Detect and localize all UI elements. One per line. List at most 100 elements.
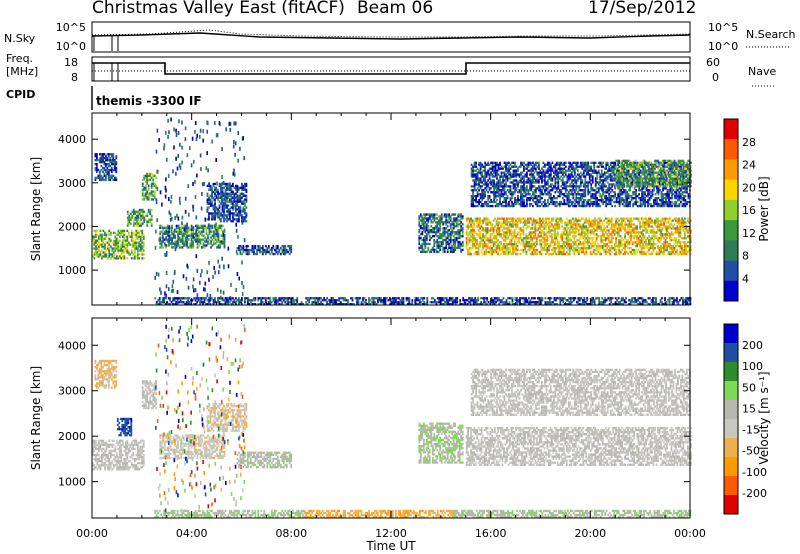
- data-cell: [555, 247, 558, 250]
- data-cell: [147, 178, 150, 181]
- data-cell: [532, 179, 534, 182]
- data-cell: [419, 246, 422, 249]
- data-cell: [256, 248, 258, 252]
- data-cell: [458, 235, 461, 238]
- data-cell: [608, 200, 611, 204]
- data-cell: [130, 229, 133, 232]
- data-cell: [561, 187, 564, 190]
- data-cell: [548, 217, 550, 220]
- data-cell: [162, 238, 165, 241]
- data-cell: [451, 238, 454, 242]
- data-cell: [471, 237, 474, 240]
- data-cell: [576, 202, 579, 206]
- data-cell: [509, 225, 511, 228]
- data-cell: [567, 204, 570, 208]
- data-cell: [221, 208, 224, 211]
- data-cell: [129, 243, 132, 246]
- data-cell: [264, 248, 267, 252]
- data-cell: [199, 230, 202, 233]
- data-cell: [187, 228, 190, 231]
- data-cell: [614, 179, 617, 182]
- data-cell: [476, 200, 479, 204]
- data-cell: [480, 250, 483, 254]
- data-cell: [479, 217, 481, 220]
- data-cell: [104, 245, 106, 248]
- data-cell: [219, 240, 221, 243]
- data-cell: [421, 244, 424, 248]
- data-cell: [588, 223, 591, 226]
- data-cell: [424, 227, 427, 230]
- data-cell: [168, 234, 170, 237]
- data-cell: [606, 245, 609, 248]
- data-cell: [651, 219, 653, 222]
- data-cell: [639, 252, 641, 256]
- data-cell: [491, 225, 493, 228]
- data-cell: [498, 233, 501, 236]
- data-cell: [493, 199, 495, 202]
- data-cell: [594, 241, 597, 244]
- data-cell: [554, 165, 557, 168]
- data-cell: [555, 175, 558, 178]
- data-cell: [266, 247, 269, 250]
- data-cell: [209, 186, 212, 189]
- data-cell: [657, 219, 659, 222]
- data-cell: [658, 250, 661, 254]
- data-cell: [567, 177, 570, 180]
- data-cell: [666, 235, 668, 238]
- data-cell: [425, 227, 428, 230]
- data-cell: [637, 243, 640, 246]
- data-cell: [585, 219, 588, 222]
- data-cell: [605, 165, 608, 168]
- data-cell: [108, 253, 111, 256]
- data-cell: [124, 239, 127, 242]
- data-cell: [472, 165, 474, 168]
- data-cell: [492, 227, 495, 230]
- data-cell: [525, 250, 528, 254]
- data-cell: [174, 240, 176, 243]
- data-cell: [105, 174, 107, 177]
- data-cell: [596, 173, 599, 176]
- data-cell: [471, 247, 474, 250]
- data-cell: [242, 194, 245, 197]
- data-cell: [526, 204, 528, 208]
- data-cell: [214, 234, 217, 237]
- data-cell: [236, 184, 239, 188]
- data-cell: [604, 227, 607, 230]
- data-cell: [218, 192, 221, 195]
- data-cell: [165, 236, 168, 239]
- data-cell: [165, 244, 168, 247]
- data-cell: [217, 198, 219, 201]
- data-cell: [212, 196, 215, 199]
- data-cell: [187, 238, 190, 241]
- data-cell: [684, 247, 686, 250]
- data-cell: [580, 229, 583, 232]
- data-cell: [245, 252, 248, 256]
- data-cell: [474, 231, 477, 234]
- data-cell: [555, 187, 558, 190]
- data-cell: [475, 177, 477, 180]
- data-cell: [608, 189, 611, 192]
- data-cell: [224, 214, 227, 217]
- data-cell: [603, 173, 606, 176]
- data-cell: [109, 174, 112, 177]
- data-cell: [536, 219, 538, 222]
- data-cell: [282, 250, 285, 254]
- data-cell: [514, 173, 516, 176]
- data-cell: [457, 229, 460, 232]
- data-cell: [604, 239, 607, 242]
- data-cell: [483, 227, 486, 230]
- data-cell: [99, 243, 102, 246]
- data-cell: [133, 233, 136, 236]
- data-cell: [601, 245, 604, 248]
- data-cell: [589, 243, 592, 246]
- data-cell: [595, 247, 598, 250]
- data-cell: [551, 183, 554, 186]
- data-cell: [563, 163, 566, 166]
- data-cell: [238, 218, 240, 221]
- data-cell: [212, 182, 215, 186]
- data-cell: [226, 196, 228, 199]
- data-cell: [622, 239, 625, 242]
- data-cell: [418, 215, 421, 218]
- data-cell: [590, 173, 593, 176]
- data-cell: [204, 226, 206, 229]
